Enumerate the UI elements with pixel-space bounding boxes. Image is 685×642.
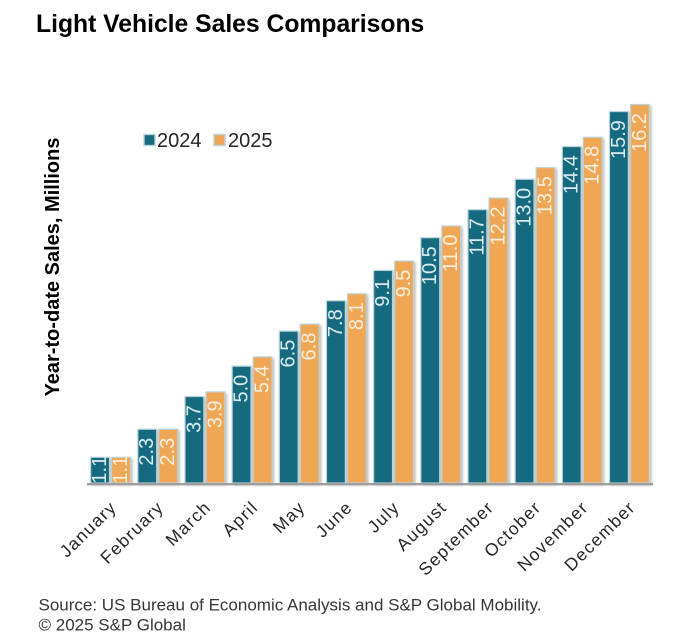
svg-text:11.7: 11.7 xyxy=(466,218,488,255)
svg-text:1.1: 1.1 xyxy=(110,456,132,484)
svg-text:2025: 2025 xyxy=(228,130,273,152)
svg-text:14.8: 14.8 xyxy=(582,146,604,185)
svg-text:6.8: 6.8 xyxy=(299,333,321,361)
svg-text:9.1: 9.1 xyxy=(372,279,394,307)
svg-text:3.7: 3.7 xyxy=(183,405,205,433)
svg-text:3.9: 3.9 xyxy=(204,400,226,428)
svg-text:5.4: 5.4 xyxy=(252,365,274,393)
svg-text:2.3: 2.3 xyxy=(136,438,158,466)
svg-text:Light Vehicle Sales Comparison: Light Vehicle Sales Comparisons xyxy=(36,11,424,38)
svg-text:6.5: 6.5 xyxy=(278,340,300,368)
svg-text:13.0: 13.0 xyxy=(514,188,536,227)
svg-text:Year-to-date Sales, Millions: Year-to-date Sales, Millions xyxy=(42,138,64,397)
svg-text:13.5: 13.5 xyxy=(535,176,557,215)
svg-text:© 2025 S&P Global: © 2025 S&P Global xyxy=(39,615,186,634)
svg-text:10.5: 10.5 xyxy=(419,246,441,285)
svg-text:2.3: 2.3 xyxy=(157,438,179,466)
svg-text:7.8: 7.8 xyxy=(325,309,347,337)
svg-text:16.2: 16.2 xyxy=(629,113,651,152)
svg-text:1.1: 1.1 xyxy=(89,456,111,484)
svg-text:9.5: 9.5 xyxy=(393,270,415,298)
svg-text:15.9: 15.9 xyxy=(608,120,630,159)
svg-text:Source: US Bureau of Economic: Source: US Bureau of Economic Analysis a… xyxy=(39,596,542,615)
svg-text:12.2: 12.2 xyxy=(487,207,509,246)
svg-text:8.1: 8.1 xyxy=(346,302,368,330)
svg-text:14.4: 14.4 xyxy=(561,155,583,194)
svg-text:5.0: 5.0 xyxy=(231,375,253,403)
svg-text:2024: 2024 xyxy=(157,130,202,152)
svg-text:11.0: 11.0 xyxy=(440,235,462,272)
